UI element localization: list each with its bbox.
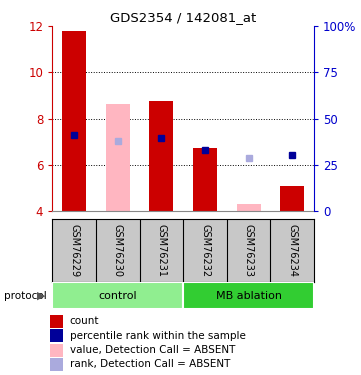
Bar: [52, 282, 183, 309]
Bar: [50, 329, 63, 342]
Text: GSM76229: GSM76229: [69, 224, 79, 277]
Bar: [149, 101, 173, 211]
Bar: [50, 358, 63, 371]
Text: GSM76234: GSM76234: [287, 224, 297, 277]
Bar: [62, 31, 86, 211]
Bar: [193, 148, 217, 211]
Bar: [50, 344, 63, 357]
Bar: [106, 104, 130, 211]
Text: GSM76230: GSM76230: [113, 224, 123, 277]
Text: value, Detection Call = ABSENT: value, Detection Call = ABSENT: [70, 345, 235, 355]
Text: count: count: [70, 316, 99, 326]
Bar: [237, 204, 261, 211]
Bar: [280, 186, 304, 211]
Text: GSM76232: GSM76232: [200, 224, 210, 277]
Bar: [183, 282, 314, 309]
Text: rank, Detection Call = ABSENT: rank, Detection Call = ABSENT: [70, 360, 230, 369]
Text: protocol: protocol: [4, 291, 46, 301]
Title: GDS2354 / 142081_at: GDS2354 / 142081_at: [110, 11, 256, 24]
Text: GSM76231: GSM76231: [156, 224, 166, 277]
Text: GSM76233: GSM76233: [244, 224, 254, 277]
Text: ▶: ▶: [37, 291, 46, 301]
Text: percentile rank within the sample: percentile rank within the sample: [70, 331, 246, 340]
Text: control: control: [99, 291, 137, 301]
Text: MB ablation: MB ablation: [216, 291, 282, 301]
Bar: [50, 315, 63, 328]
